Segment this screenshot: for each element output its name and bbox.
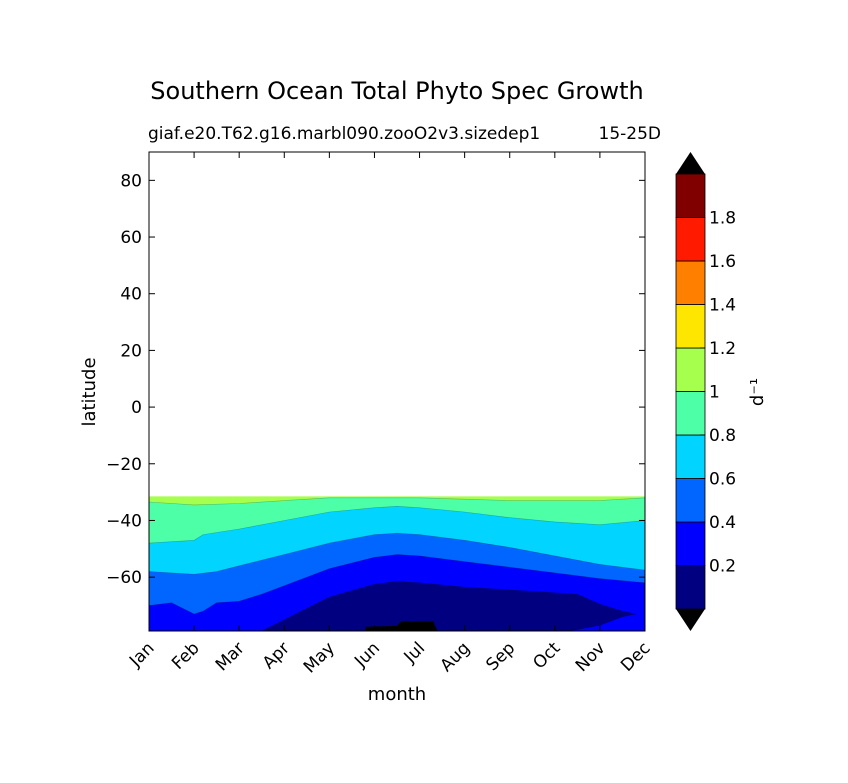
y-tick-label: −60 xyxy=(106,568,142,588)
x-tick-label: May xyxy=(300,638,339,677)
contour-band-below-0 xyxy=(261,581,637,631)
x-tick-label: Jan xyxy=(125,638,158,671)
colorbar-segment xyxy=(675,478,706,523)
colorbar-segment xyxy=(675,304,706,349)
colorbar-label: d⁻¹ xyxy=(747,378,768,406)
contour-fill-layer xyxy=(149,496,645,631)
x-tick-label: Dec xyxy=(617,638,654,675)
colorbar-segment xyxy=(675,434,706,479)
chart-subtitle-left: giaf.e20.T62.g16.marbl090.zooO2v3.sizede… xyxy=(148,124,540,144)
x-tick-label: Jul xyxy=(400,638,429,667)
colorbar-segment xyxy=(675,217,706,262)
y-tick-label: 60 xyxy=(120,228,142,248)
colorbar: 0.2 0.4 0.6 0.8 1 1.2 1.4 1.6 1.8 xyxy=(675,152,736,631)
x-tick-label: Jun xyxy=(350,638,384,672)
colorbar-tick-label: 1.8 xyxy=(709,209,736,229)
x-tick-label: Aug xyxy=(437,638,475,676)
y-tick-label: −40 xyxy=(106,511,142,531)
colorbar-tick-label: 0.6 xyxy=(709,470,736,490)
colorbar-segment xyxy=(675,565,706,610)
colorbar-segment xyxy=(675,521,706,566)
x-tick-label: Sep xyxy=(482,638,519,675)
colorbar-tick-label: 1.6 xyxy=(709,252,736,272)
x-tick-label: Oct xyxy=(529,638,564,673)
colorbar-segment xyxy=(675,391,706,436)
x-tick-label: Feb xyxy=(168,638,203,673)
colorbar-tick-label: 0.8 xyxy=(709,426,736,446)
colorbar-segment xyxy=(675,173,706,218)
colorbar-over-extension xyxy=(676,152,705,174)
x-tick-label: Mar xyxy=(212,638,249,675)
colorbar-segment xyxy=(675,260,706,305)
colorbar-segment xyxy=(675,347,706,392)
colorbar-tick-label: 1 xyxy=(709,383,720,403)
plot-frame xyxy=(148,151,646,632)
y-tick-label: 20 xyxy=(120,341,142,361)
y-tick-label: 40 xyxy=(120,285,142,305)
x-axis-label: month xyxy=(368,684,426,705)
y-axis-label: latitude xyxy=(79,357,100,426)
chart-title: Southern Ocean Total Phyto Spec Growth xyxy=(150,77,643,105)
chart-subtitle-right: 15-25D xyxy=(599,124,662,144)
colorbar-tick-label: 0.4 xyxy=(709,513,736,533)
y-tick-label: 80 xyxy=(120,171,142,191)
y-tick-label: −20 xyxy=(106,455,142,475)
colorbar-tick-label: 0.2 xyxy=(709,557,736,577)
colorbar-tick-label: 1.2 xyxy=(709,339,736,359)
y-axis: 80 60 40 20 0 −20 −40 −60 xyxy=(106,171,645,588)
x-tick-label: Nov xyxy=(572,638,610,676)
colorbar-tick-label: 1.4 xyxy=(709,296,736,316)
colorbar-under-extension xyxy=(676,609,705,631)
y-tick-label: 0 xyxy=(131,398,142,418)
x-tick-label: Apr xyxy=(259,638,294,673)
